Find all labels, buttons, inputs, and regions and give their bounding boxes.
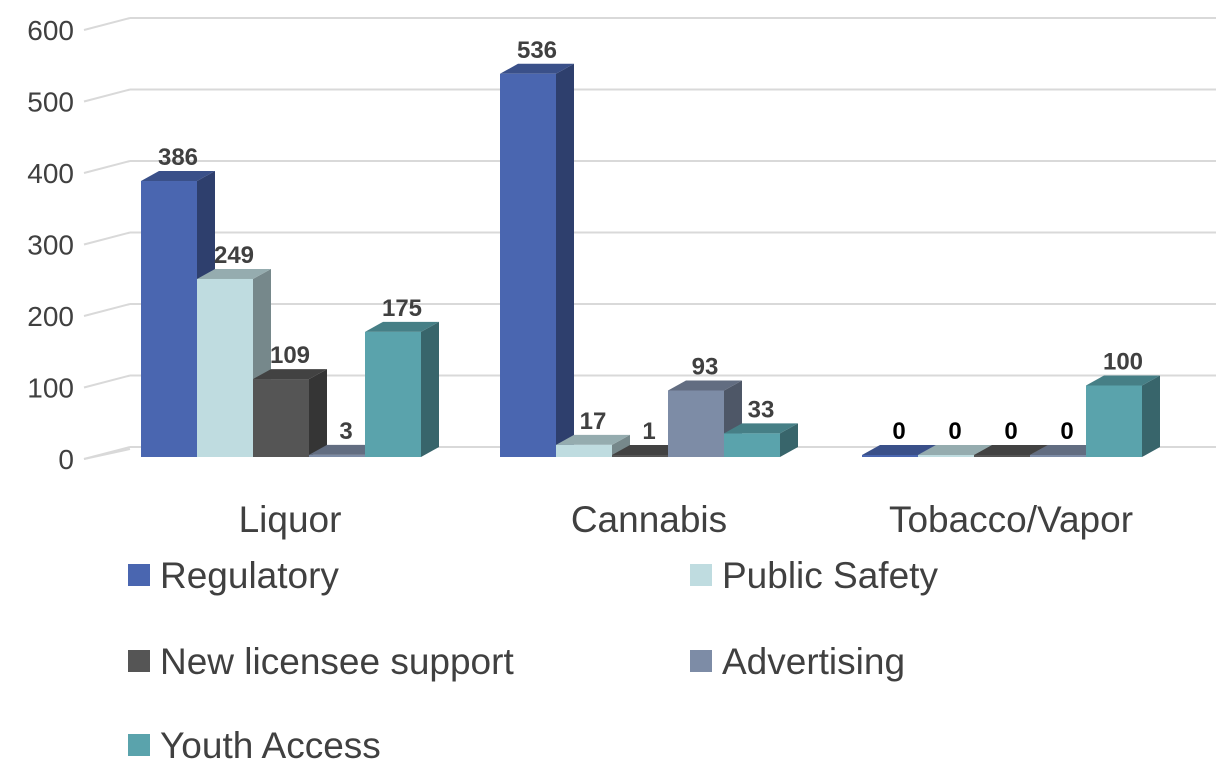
bar-front-face bbox=[918, 455, 974, 457]
x-tick-label: Tobacco/Vapor bbox=[889, 499, 1133, 540]
bar-top-face bbox=[309, 444, 383, 455]
y-tick-label: 600 bbox=[27, 15, 74, 46]
legend-swatch-advertising bbox=[690, 650, 712, 672]
bar-top-face bbox=[974, 445, 1048, 455]
bar-top-face bbox=[918, 445, 992, 455]
bar-top-face bbox=[1030, 445, 1104, 455]
x-axis-ticks: Liquor Cannabis Tobacco/Vapor bbox=[239, 499, 1133, 540]
data-label: 0 bbox=[1060, 418, 1073, 445]
legend-swatch-youth-access bbox=[128, 734, 150, 756]
y-tick-label: 300 bbox=[27, 230, 74, 261]
bar-top-face bbox=[862, 445, 936, 455]
data-label: 1 bbox=[642, 418, 655, 445]
x-tick-label: Cannabis bbox=[571, 499, 727, 540]
y-tick-label: 400 bbox=[27, 158, 74, 189]
chart-legend: Regulatory Public Safety New licensee su… bbox=[128, 552, 1168, 764]
y-axis-ticks: 0 100 200 300 400 500 600 bbox=[27, 15, 74, 475]
data-label: 249 bbox=[214, 242, 254, 269]
y-tick-label: 100 bbox=[27, 373, 74, 404]
legend-label-advertising: Advertising bbox=[722, 640, 906, 682]
bar-top-face bbox=[556, 434, 630, 445]
bar-front-face bbox=[197, 278, 253, 457]
y-tick-label: 200 bbox=[27, 301, 74, 332]
bar-top-face bbox=[253, 369, 327, 380]
data-label: 100 bbox=[1103, 349, 1143, 376]
bars bbox=[141, 63, 1160, 457]
legend-item-public-safety: Public Safety bbox=[690, 552, 938, 598]
data-label: 0 bbox=[948, 418, 961, 445]
bar bbox=[253, 369, 327, 457]
gridline-side bbox=[83, 231, 131, 246]
data-label: 0 bbox=[1004, 418, 1017, 445]
legend-item-advertising: Advertising bbox=[690, 638, 905, 684]
y-tick-label: 500 bbox=[27, 87, 74, 118]
bar-front-face bbox=[365, 331, 421, 457]
data-label: 175 bbox=[382, 295, 422, 322]
bar bbox=[724, 423, 798, 457]
bar bbox=[500, 63, 574, 457]
floor-edge bbox=[83, 448, 131, 460]
data-label: 93 bbox=[692, 354, 719, 381]
bar-front-face bbox=[500, 73, 556, 457]
data-labels: 386 249 109 3 175 536 17 1 93 33 0 0 0 0 100 bbox=[158, 37, 1143, 445]
legend-swatch-regulatory bbox=[128, 564, 150, 586]
y-tick-label: 0 bbox=[58, 444, 74, 475]
bar-front-face bbox=[974, 455, 1030, 457]
bar-front-face bbox=[724, 433, 780, 457]
bar bbox=[556, 434, 630, 457]
bar-side-face bbox=[780, 423, 798, 457]
gridline-side bbox=[83, 88, 131, 103]
bar-top-face bbox=[365, 321, 439, 332]
legend-swatch-new-licensee-support bbox=[128, 650, 150, 672]
bar-top-face bbox=[1086, 375, 1160, 386]
data-label: 3 bbox=[339, 418, 352, 445]
bar-front-face bbox=[1086, 385, 1142, 457]
gridline-side bbox=[83, 303, 131, 317]
bar-front-face bbox=[253, 379, 309, 457]
x-tick-label: Liquor bbox=[239, 499, 342, 540]
gridline-side bbox=[83, 160, 131, 174]
gridline-side bbox=[83, 374, 131, 389]
data-label: 17 bbox=[580, 408, 607, 435]
legend-label-new-licensee-support: New licensee support bbox=[160, 640, 514, 682]
data-label: 33 bbox=[748, 396, 775, 423]
bar-top-face bbox=[612, 445, 686, 455]
bar-front-face bbox=[141, 181, 197, 457]
bar-front-face bbox=[612, 455, 668, 457]
legend-label-public-safety: Public Safety bbox=[722, 554, 938, 596]
legend-label-youth-access: Youth Access bbox=[160, 724, 381, 766]
bar-front-face bbox=[1030, 455, 1086, 457]
legend-item-regulatory: Regulatory bbox=[128, 552, 339, 598]
bar-top-face bbox=[668, 380, 742, 391]
data-label: 0 bbox=[892, 418, 905, 445]
legend-label-regulatory: Regulatory bbox=[160, 554, 339, 596]
bar-side-face bbox=[309, 369, 327, 457]
legend-item-youth-access: Youth Access bbox=[128, 722, 381, 768]
data-label: 386 bbox=[158, 144, 198, 171]
legend-item-new-licensee-support: New licensee support bbox=[128, 638, 514, 684]
bar-side-face bbox=[421, 321, 439, 457]
bar bbox=[1086, 375, 1160, 457]
bar-top-face bbox=[197, 268, 271, 279]
bar bbox=[365, 321, 439, 457]
bar-side-face bbox=[612, 434, 630, 457]
data-label: 536 bbox=[517, 37, 557, 64]
bar-front-face bbox=[862, 455, 918, 457]
bar-top-face bbox=[141, 171, 215, 182]
data-label: 109 bbox=[270, 342, 310, 369]
legend-swatch-public-safety bbox=[690, 564, 712, 586]
gridline-side bbox=[83, 17, 131, 31]
bar-front-face bbox=[668, 390, 724, 457]
bar-side-face bbox=[1142, 375, 1160, 457]
bar-front-face bbox=[556, 444, 612, 457]
bar-front-face bbox=[309, 454, 365, 457]
bar-top-face bbox=[500, 63, 574, 74]
bar-top-face bbox=[724, 423, 798, 434]
bar-side-face bbox=[556, 63, 574, 457]
